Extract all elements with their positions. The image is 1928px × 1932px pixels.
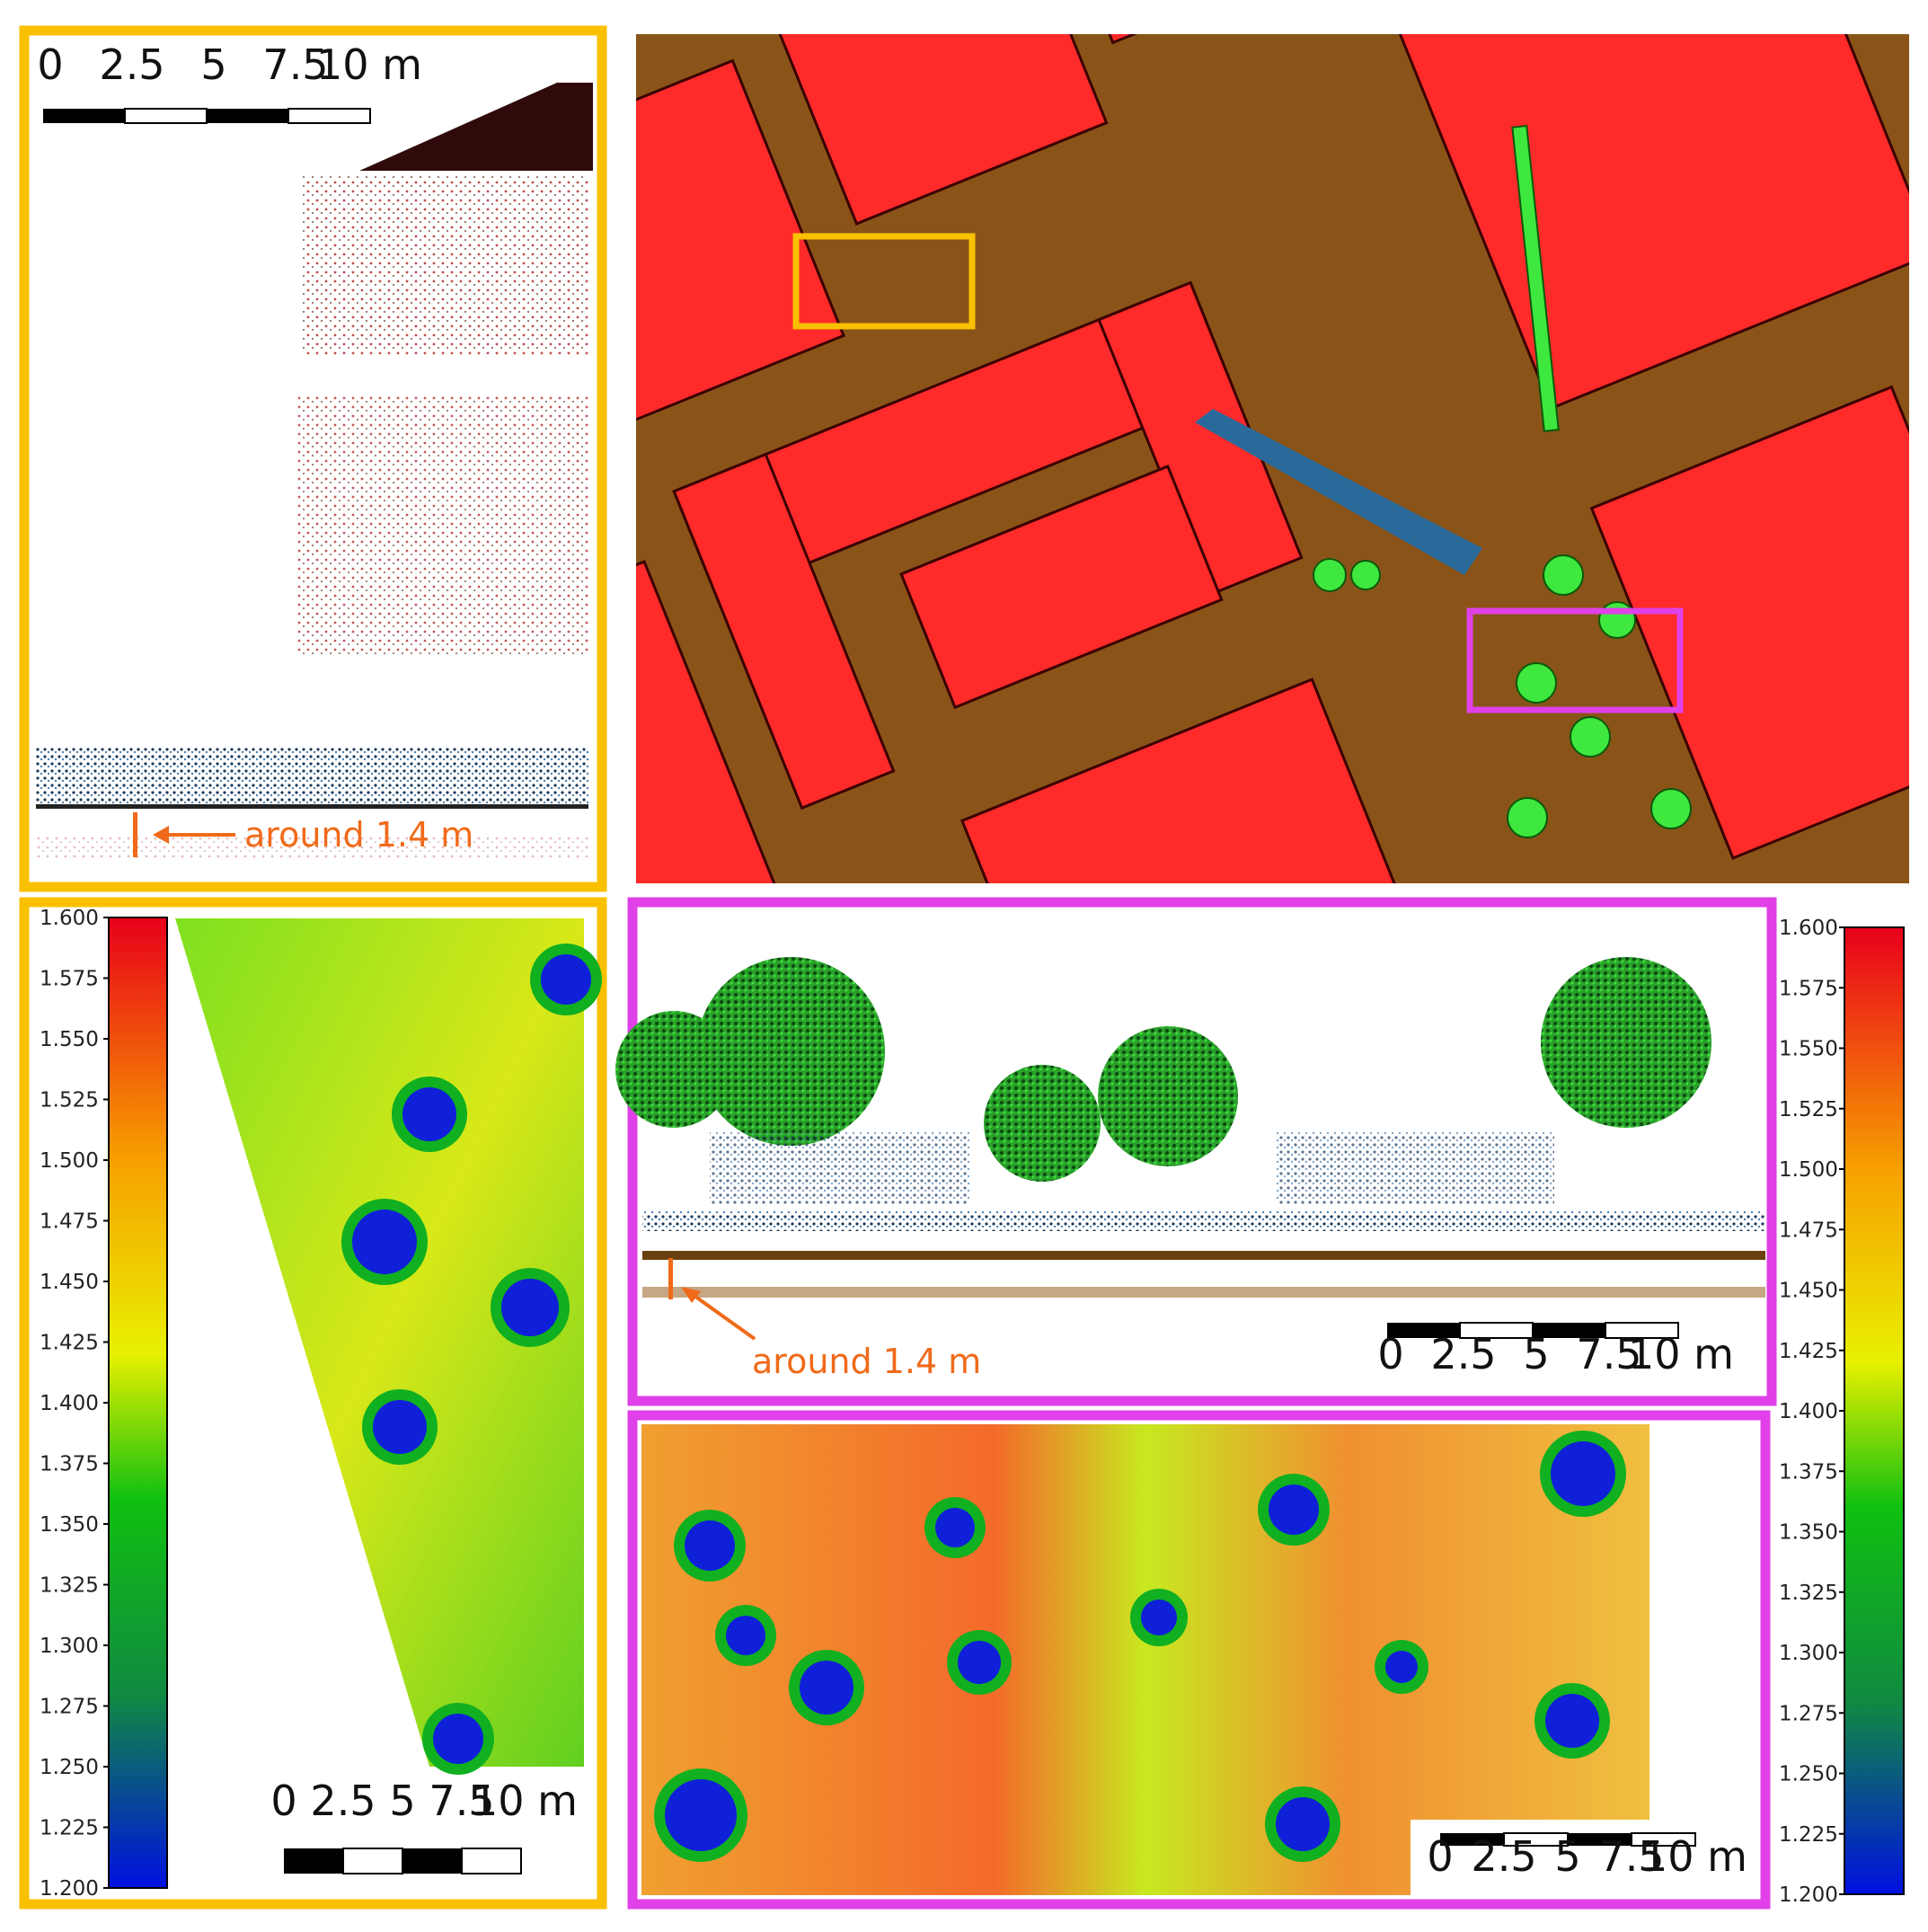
scale-bar-label: 7.5 bbox=[1576, 1330, 1641, 1378]
blob bbox=[685, 1520, 735, 1571]
colorbar-label: 1.350 bbox=[40, 1513, 99, 1537]
colorbar-label: 1.300 bbox=[1779, 1642, 1838, 1665]
colorbar-label: 1.325 bbox=[1779, 1582, 1838, 1605]
scale-bar-label: 2.5 bbox=[99, 40, 164, 89]
side-view-left: around 1.4 m bbox=[36, 83, 593, 858]
colorbar-label: 1.200 bbox=[40, 1877, 99, 1901]
blob bbox=[402, 1087, 456, 1141]
colorbar-label: 1.375 bbox=[1779, 1460, 1838, 1484]
scale-bar-label: 7.5 bbox=[262, 40, 328, 89]
blob bbox=[1545, 1694, 1599, 1748]
blob bbox=[665, 1779, 737, 1851]
colorbar-label: 1.425 bbox=[1779, 1340, 1838, 1363]
map bbox=[636, 34, 1909, 883]
colorbar-label: 1.550 bbox=[40, 1028, 99, 1051]
scale-bar-label: 2.5 bbox=[310, 1777, 376, 1825]
blob bbox=[800, 1661, 853, 1715]
colorbar-label: 1.325 bbox=[40, 1574, 99, 1598]
blob bbox=[1269, 1484, 1319, 1535]
colorbar-label: 1.400 bbox=[40, 1392, 99, 1415]
colorbar-label: 1.350 bbox=[1779, 1521, 1838, 1545]
colorbar-label: 1.575 bbox=[40, 968, 99, 991]
blob bbox=[958, 1641, 1001, 1684]
colorbar-label: 1.275 bbox=[40, 1696, 99, 1719]
scale-bar-label: 10 m bbox=[1641, 1832, 1747, 1881]
scale-bar-label: 5 bbox=[389, 1777, 415, 1825]
scale-bar-label: 7.5 bbox=[429, 1777, 494, 1825]
highlight-box bbox=[792, 233, 976, 330]
colorbar-label: 1.450 bbox=[40, 1271, 99, 1294]
blob bbox=[1276, 1797, 1330, 1851]
scale-bar-label: 5 bbox=[1523, 1330, 1549, 1378]
annotation: around 1.4 m bbox=[752, 1342, 981, 1381]
colorbar-label: 1.475 bbox=[40, 1210, 99, 1234]
height-map-left bbox=[108, 917, 602, 1889]
colorbar-label: 1.525 bbox=[1779, 1098, 1838, 1121]
colorbar-label: 1.225 bbox=[40, 1817, 99, 1840]
colorbar-label: 1.500 bbox=[1779, 1158, 1838, 1182]
blob bbox=[541, 954, 591, 1005]
colorbar-label: 1.250 bbox=[1779, 1763, 1838, 1786]
scale-bar-label: 10 m bbox=[316, 40, 422, 89]
scale-bar-label: 0 bbox=[37, 40, 63, 89]
colorbar-label: 1.600 bbox=[40, 907, 99, 930]
scale-bar-label: 0 bbox=[1427, 1832, 1453, 1881]
blob bbox=[501, 1279, 559, 1336]
colorbar-label: 1.400 bbox=[1779, 1400, 1838, 1423]
scale-bar-label: 0 bbox=[270, 1777, 296, 1825]
colorbar-label: 1.425 bbox=[40, 1332, 99, 1355]
colorbar-label: 1.200 bbox=[1779, 1883, 1838, 1907]
side-view-right: around 1.4 m bbox=[615, 957, 1765, 1381]
colorbar-label: 1.575 bbox=[1779, 977, 1838, 1000]
scale-bar-label: 5 bbox=[1554, 1832, 1580, 1881]
blob bbox=[1551, 1441, 1615, 1506]
colorbar-label: 1.250 bbox=[40, 1756, 99, 1779]
scale-bar-label: 2.5 bbox=[1471, 1832, 1536, 1881]
blob bbox=[352, 1210, 417, 1274]
colorbar-label: 1.525 bbox=[40, 1089, 99, 1112]
colorbar-label: 1.225 bbox=[1779, 1823, 1838, 1847]
colorbar-label: 1.375 bbox=[40, 1453, 99, 1476]
scale-bar-label: 10 m bbox=[1628, 1330, 1734, 1378]
blob bbox=[935, 1508, 975, 1547]
colorbar-label: 1.600 bbox=[1779, 917, 1838, 940]
colorbar-label: 1.550 bbox=[1779, 1038, 1838, 1061]
scale-bar-label: 0 bbox=[1377, 1330, 1403, 1378]
annotation: around 1.4 m bbox=[244, 815, 473, 855]
colorbar-label: 1.475 bbox=[1779, 1219, 1838, 1242]
blob bbox=[373, 1400, 427, 1454]
colorbar-label: 1.450 bbox=[1779, 1280, 1838, 1303]
colorbar-label: 1.300 bbox=[40, 1635, 99, 1658]
blob bbox=[433, 1714, 483, 1764]
blob bbox=[1141, 1600, 1177, 1635]
blob bbox=[1385, 1651, 1418, 1683]
scale-bar-label: 10 m bbox=[472, 1777, 578, 1825]
blob bbox=[726, 1616, 765, 1655]
scale-bar-label: 2.5 bbox=[1430, 1330, 1496, 1378]
highlight-box bbox=[1466, 607, 1684, 713]
scale-bar-label: 5 bbox=[200, 40, 226, 89]
scale-bar-label: 7.5 bbox=[1598, 1832, 1664, 1881]
height-map-right bbox=[641, 926, 1905, 1895]
colorbar-label: 1.500 bbox=[40, 1149, 99, 1173]
colorbar-label: 1.275 bbox=[1779, 1702, 1838, 1725]
